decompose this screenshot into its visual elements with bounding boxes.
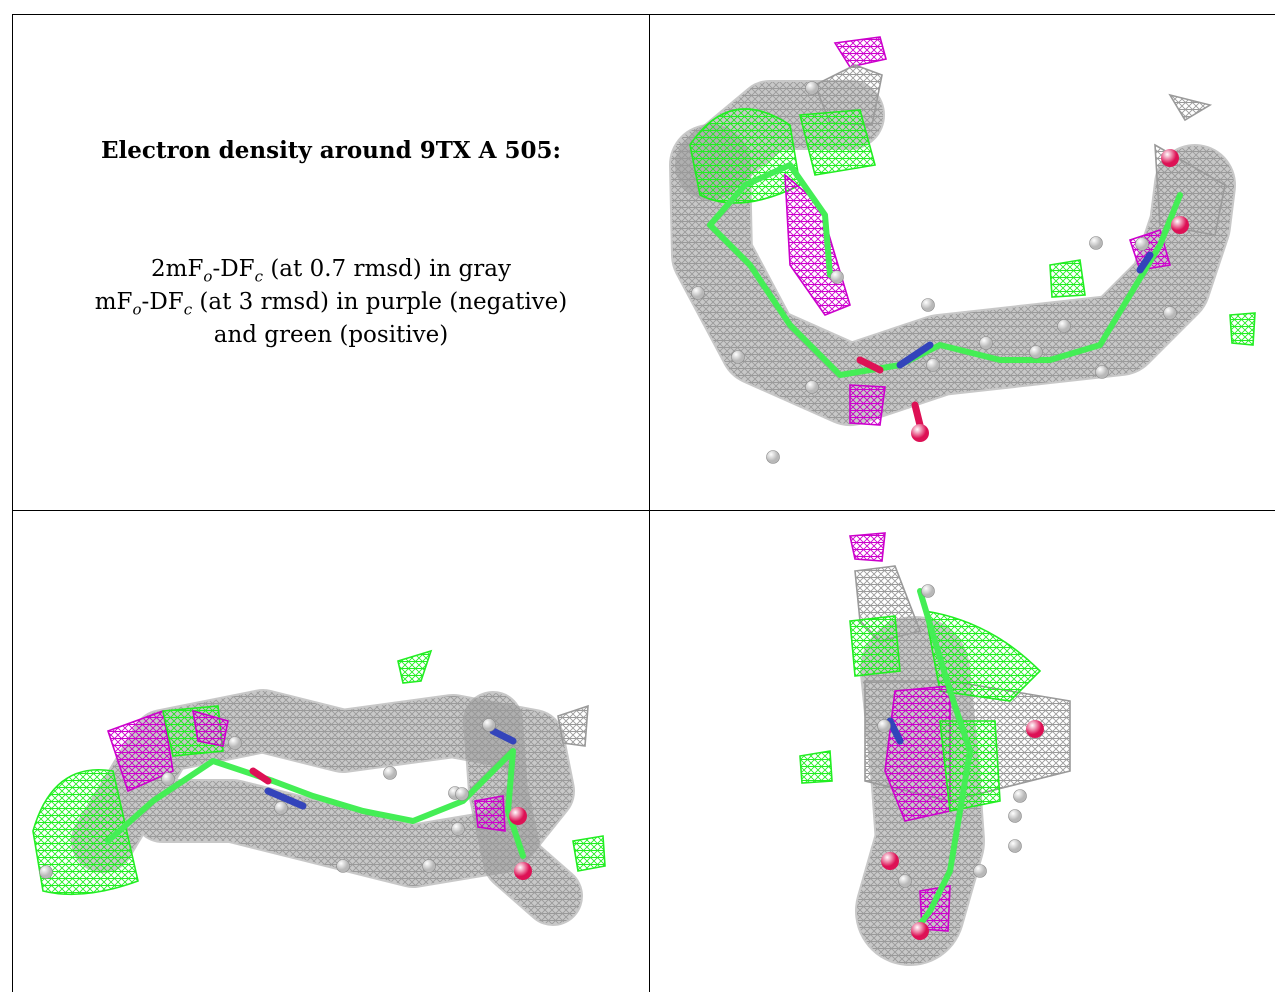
legend-line-positive: and green (positive) [213, 322, 449, 348]
hydrogen-atom [482, 718, 496, 732]
nitrogen-bond [886, 717, 904, 745]
molecule-render-2 [32, 649, 606, 926]
positive-mesh-blob [572, 835, 606, 872]
oxygen-atom [1161, 149, 1179, 167]
oxygen-atom [911, 424, 929, 442]
caption-cell: Electron density around 9TX A 505: 2mFo-… [13, 15, 650, 511]
negative-mesh-blob [833, 36, 887, 68]
hydrogen-atom [830, 270, 844, 284]
negative-mesh-blob [192, 709, 229, 747]
legend-line-difference: mFo-DFc (at 3 rmsd) in purple (negative) [94, 289, 568, 319]
nitrogen-bond [896, 341, 934, 369]
oxygen-atom [911, 922, 929, 940]
hydrogen-atom [1163, 306, 1177, 320]
hydrogen-atom [39, 865, 53, 879]
hydrogen-atom [766, 450, 780, 464]
hydrogen-atom [1095, 365, 1109, 379]
hydrogen-atom [336, 859, 350, 873]
figure-legend: 2mFo-DFc (at 0.7 rmsd) in gray mFo-DFc (… [13, 253, 649, 352]
molecule-render-3 [799, 532, 1071, 966]
negative-mesh-blob [884, 685, 951, 822]
positive-mesh-blob [799, 750, 833, 784]
density-view-bottom-left [13, 511, 650, 992]
hydrogen-atom [1008, 809, 1022, 823]
hydrogen-atom [898, 874, 912, 888]
positive-mesh-blob [397, 649, 433, 684]
nitrogen-bond [1136, 251, 1154, 274]
oxygen-atom [509, 807, 527, 825]
nitrogen-bond [489, 727, 517, 745]
hydrogen-atom [228, 736, 242, 750]
hydrogen-atom [1013, 789, 1027, 803]
hydrogen-atom [455, 787, 469, 801]
hydrogen-atom [877, 719, 891, 733]
negative-mesh-blob [106, 709, 174, 793]
negative-mesh-blob [474, 795, 506, 832]
positive-mesh-blob [1049, 259, 1086, 298]
carbon-bonds [912, 588, 973, 934]
positive-mesh-blob [32, 769, 139, 896]
positive-mesh-blob [689, 108, 801, 204]
oxygen-bond [249, 767, 272, 785]
hydrogen-atom [926, 358, 940, 372]
hydrogen-atom [973, 864, 987, 878]
hydrogen-atom [731, 350, 745, 364]
hydrogen-atom [451, 822, 465, 836]
hydrogen-atom [979, 336, 993, 350]
carbon-bonds [105, 748, 526, 859]
hydrogen-atom [422, 859, 436, 873]
positive-mesh-blob [849, 615, 901, 677]
oxygen-atom [514, 862, 532, 880]
figure-title: Electron density around 9TX A 505: [100, 137, 562, 164]
hydrogen-atom [161, 772, 175, 786]
negative-mesh-blob [849, 384, 886, 426]
positive-mesh-blob [924, 610, 1042, 702]
oxygen-atom [881, 852, 899, 870]
negative-mesh-blob [849, 532, 886, 562]
positive-mesh-blob [1229, 312, 1256, 346]
figure-grid: Electron density around 9TX A 505: 2mFo-… [12, 14, 1275, 992]
carbon-bonds [707, 162, 833, 278]
hydrogen-atom [274, 801, 288, 815]
molecule-render-1 [669, 36, 1256, 464]
negative-mesh-blob [784, 173, 851, 316]
density-view-bottom-right [650, 511, 1275, 992]
hydrogen-atom [1008, 839, 1022, 853]
hydrogen-atom [1135, 237, 1149, 251]
hydrogen-atom [691, 286, 705, 300]
hydrogen-atom [805, 380, 819, 394]
carbon-bonds [707, 192, 1183, 378]
hydrogen-atom [921, 584, 935, 598]
hydrogen-atom [1057, 319, 1071, 333]
nitrogen-bond [264, 787, 307, 810]
legend-line-gray: 2mFo-DFc (at 0.7 rmsd) in gray [151, 256, 511, 286]
oxygen-bond [911, 401, 924, 429]
hydrogen-atom [921, 298, 935, 312]
hydrogen-atom [1089, 236, 1103, 250]
oxygen-atom [1171, 216, 1189, 234]
hydrogen-atom [383, 766, 397, 780]
density-mesh-tube [73, 691, 573, 886]
density-mesh-tube [671, 126, 1234, 424]
hydrogen-atom [805, 81, 819, 95]
oxygen-atom [1026, 720, 1044, 738]
hydrogen-atom [1029, 345, 1043, 359]
density-mesh-blob [1168, 93, 1213, 122]
positive-mesh-blob [798, 109, 877, 176]
density-view-top-right [650, 15, 1275, 511]
oxygen-bond [856, 356, 884, 374]
